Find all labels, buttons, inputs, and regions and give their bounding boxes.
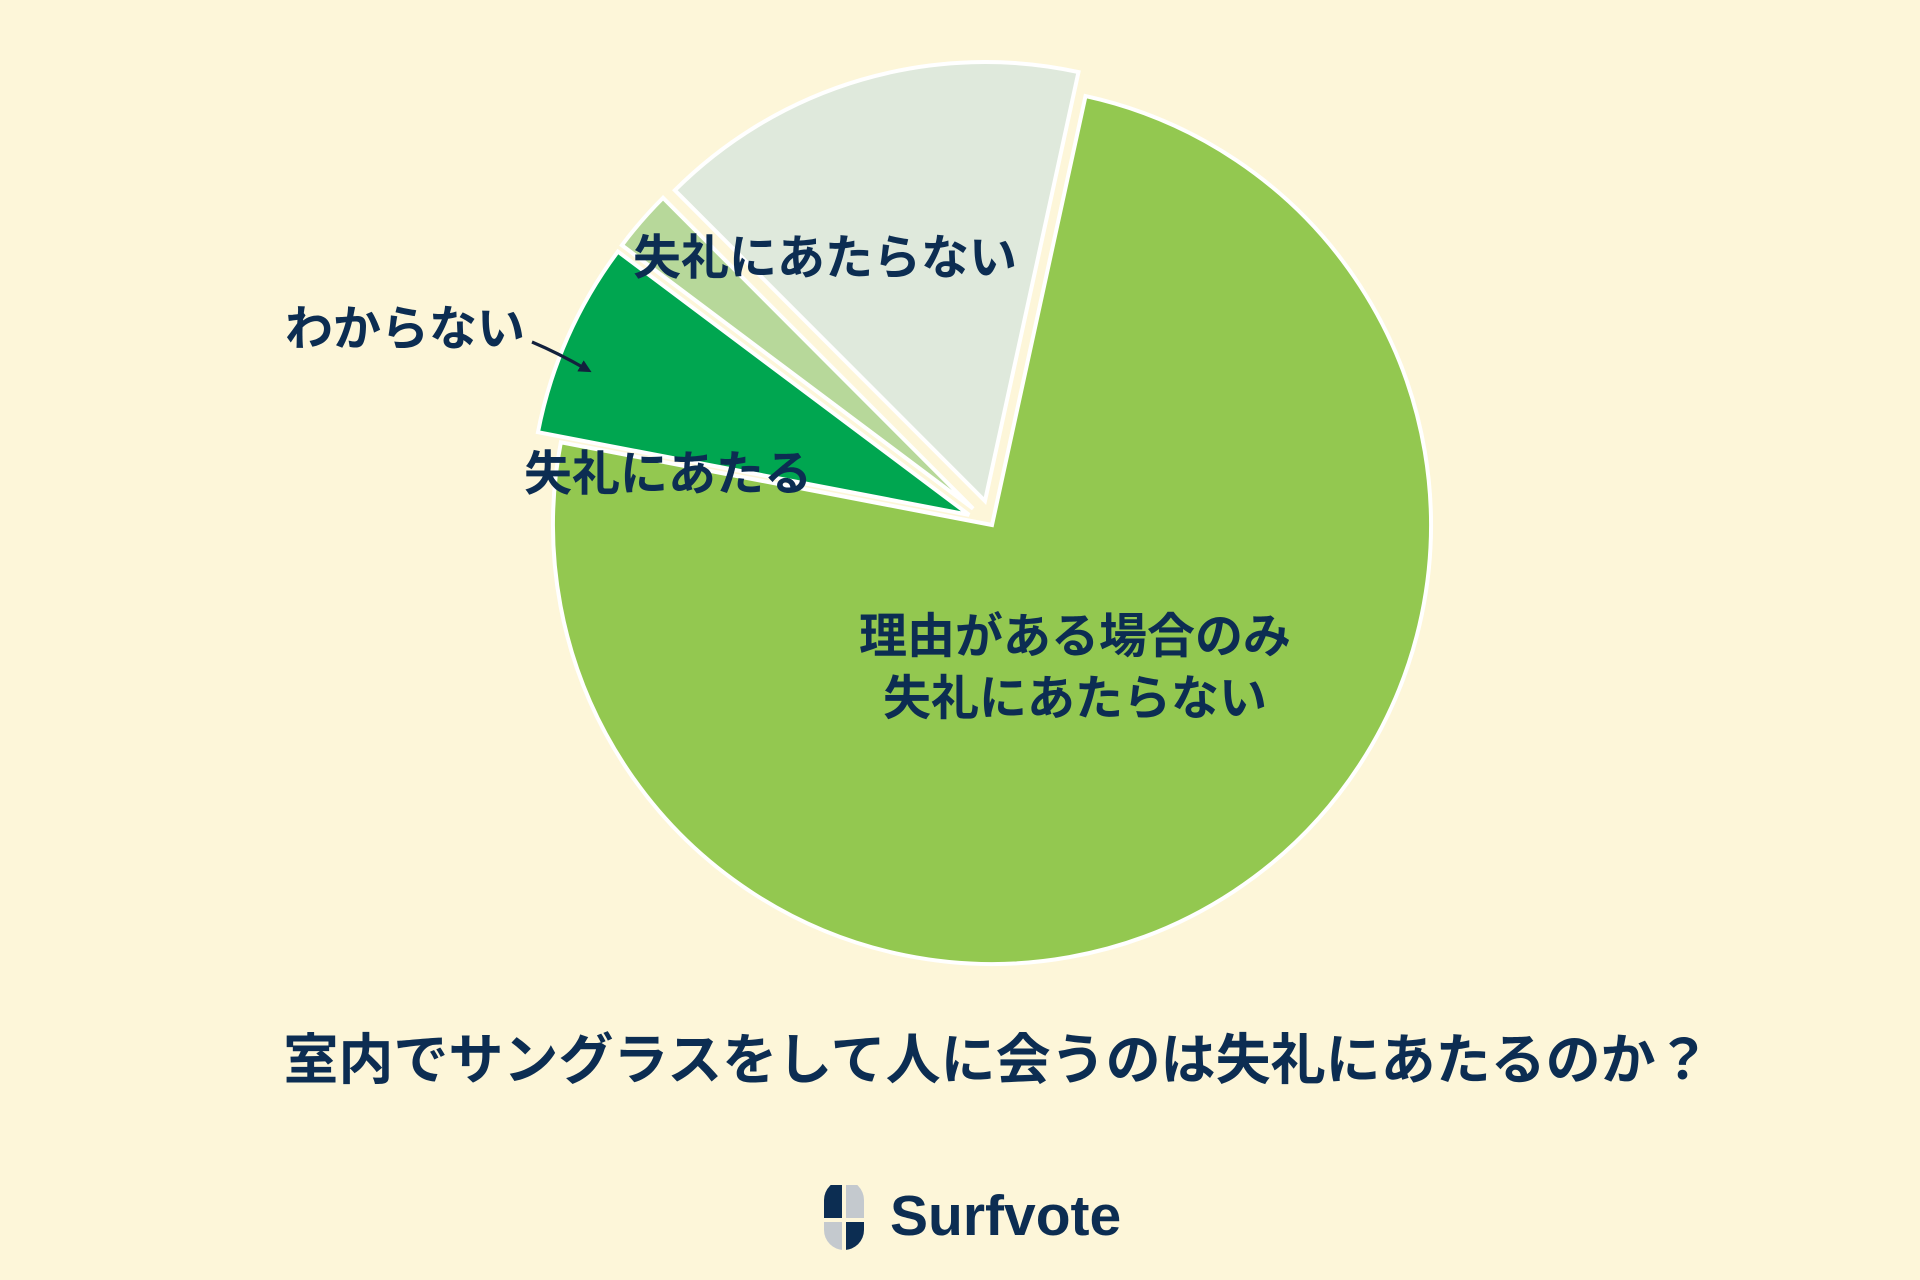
svg-text:Surfvote: Surfvote: [890, 1184, 1121, 1248]
